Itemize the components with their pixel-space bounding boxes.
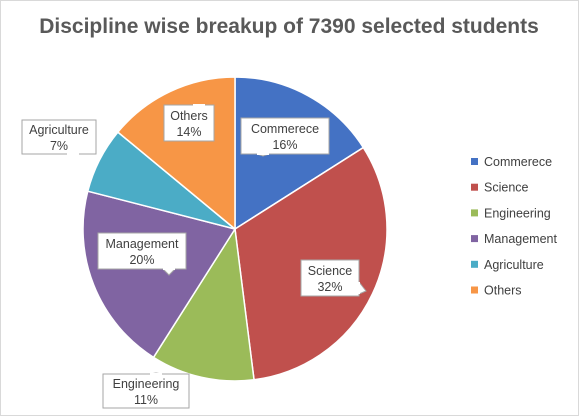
chart-title: Discipline wise breakup of 7390 selected… <box>39 15 539 38</box>
slice-label-value: 14% <box>176 125 201 139</box>
legend-label: Others <box>484 284 522 298</box>
pie-slice-engineering <box>152 226 255 382</box>
slice-labels: Commerece 16% Science 32% Engineering 11% Mana… <box>21 104 367 409</box>
legend-swatch <box>471 286 478 294</box>
legend-item-management: Management <box>471 232 557 246</box>
slice-label-name: Agriculture <box>29 123 89 137</box>
slice-label-value: 11% <box>134 393 158 407</box>
slice-label-science: Science 32% <box>300 259 367 297</box>
callout-box <box>300 259 360 297</box>
callout-box <box>163 104 215 142</box>
slice-label-name: Engineering <box>113 377 180 391</box>
slice-label-management: Management 20% <box>97 232 187 276</box>
legend-swatch <box>471 235 478 243</box>
legend-label: Science <box>484 181 529 195</box>
legend-label: Agriculture <box>484 258 544 272</box>
legend-item-agriculture: Agriculture <box>471 258 544 272</box>
legend-label: Engineering <box>484 206 551 220</box>
callout-box <box>102 373 190 409</box>
slice-label-commerece: Commerece 16% <box>240 117 330 157</box>
slice-label-name: Management <box>106 237 179 251</box>
slice-label-value: 7% <box>50 139 68 153</box>
slice-label-name: Commerece <box>251 122 319 136</box>
legend-swatch <box>471 183 478 191</box>
legend-swatch <box>471 209 478 217</box>
slice-label-others: Others 14% <box>163 104 215 142</box>
slice-label-value: 20% <box>129 253 154 267</box>
pie-slices <box>82 76 388 382</box>
legend-swatch <box>471 158 478 165</box>
legend-item-commerece: Commerece <box>471 155 552 169</box>
slice-label-value: 32% <box>317 280 342 294</box>
callout-box <box>97 232 187 270</box>
slice-label-engineering: Engineering 11% <box>102 372 190 409</box>
callout-box <box>240 117 330 155</box>
slice-label-name: Others <box>170 109 208 123</box>
legend-swatch <box>471 260 478 268</box>
slice-label-name: Science <box>308 264 353 278</box>
slice-label-agriculture: Agriculture 7% <box>21 119 97 155</box>
legend-label: Commerece <box>484 155 552 169</box>
callout-box <box>21 119 97 155</box>
legend-item-others: Others <box>471 284 522 298</box>
legend: Commerece Science Engineering Management Agr… <box>471 155 557 298</box>
legend-item-engineering: Engineering <box>471 206 551 220</box>
legend-label: Management <box>484 232 557 246</box>
slice-label-value: 16% <box>272 138 297 152</box>
legend-item-science: Science <box>471 181 529 195</box>
